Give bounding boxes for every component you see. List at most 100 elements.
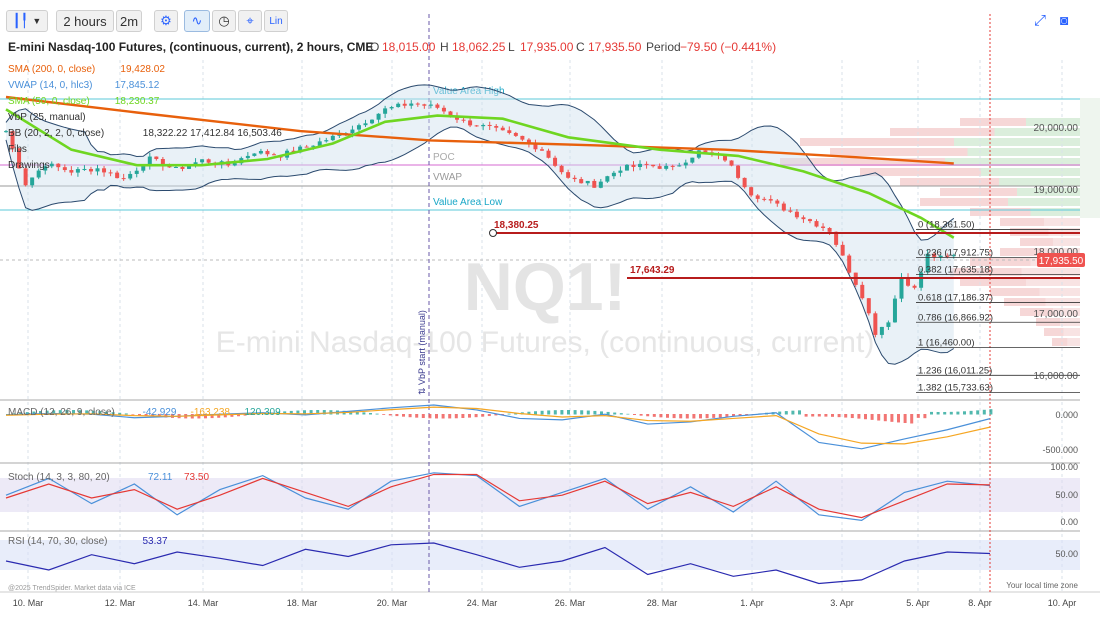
- stoch-panel: Stoch (14, 3, 3, 80, 20) 72.11 73.50 100.00…: [5, 462, 1078, 527]
- fib-label: 0.382 (17,635.18): [918, 265, 993, 276]
- candle-body: [108, 172, 113, 174]
- fullscreen-icon[interactable]: ⤢: [1034, 12, 1047, 29]
- chart-type-button[interactable]: ┃╿ ▼: [6, 10, 48, 32]
- macd-histogram-bar: [78, 410, 82, 415]
- macd-histogram-bar: [923, 414, 927, 419]
- wave-icon: ∿: [191, 13, 203, 28]
- candle-body: [43, 166, 48, 171]
- macd-histogram-bar: [626, 413, 630, 415]
- rsi-value: 53.37: [143, 536, 168, 547]
- candle-body: [624, 164, 629, 171]
- candle-body: [723, 155, 728, 161]
- vbp-bar-sell: [970, 258, 1031, 266]
- y-tick-label: 16,000.00: [1034, 371, 1079, 382]
- indicators-button[interactable]: ∿: [184, 10, 210, 32]
- vbp-bar-buy: [1067, 338, 1080, 346]
- candle-body: [383, 108, 388, 114]
- candle-body: [755, 195, 760, 199]
- vbp-bar-buy: [967, 148, 1080, 156]
- interval-select[interactable]: 2 hours: [56, 10, 114, 32]
- macd-histogram-bar: [692, 414, 696, 419]
- watermark-symbol: NQ1!: [464, 249, 626, 325]
- macd-series-line: [5, 406, 991, 445]
- candle-body: [566, 172, 571, 178]
- macd-histogram-bar: [395, 414, 399, 417]
- timezone-label: Your local time zone: [1006, 581, 1078, 590]
- candle-body: [95, 168, 100, 172]
- macd-histogram-bar: [487, 414, 491, 417]
- candle-body: [422, 104, 427, 106]
- x-tick-label: 3. Apr: [830, 598, 854, 608]
- scale-button[interactable]: Lin: [264, 10, 288, 32]
- candle-body: [670, 165, 675, 167]
- vbp-bar-sell: [950, 268, 1022, 276]
- macd-histogram-bar: [474, 414, 478, 418]
- candle-body: [533, 143, 538, 150]
- macd-histogram-bar: [72, 410, 75, 415]
- candle-body: [847, 255, 852, 273]
- macd-histogram-bar: [910, 414, 914, 424]
- legend-label: SMA (200, 0, close): [8, 64, 95, 75]
- candle-body: [919, 272, 924, 288]
- candle-body: [932, 253, 937, 258]
- legend-value: 18,230.37: [115, 96, 160, 107]
- fibonacci-levels: 0 (18,361.50) 0.236 (17,912.75) 0.382 (17,…: [916, 220, 1080, 394]
- h-label: H: [440, 40, 449, 54]
- candle-body: [866, 298, 871, 314]
- candle-body: [428, 104, 433, 106]
- macd-value: -163.238: [191, 407, 231, 418]
- macd-histogram-bar: [454, 414, 458, 419]
- candle-body: [82, 168, 87, 170]
- candle-body: [298, 146, 303, 153]
- macd-histogram-bar: [507, 413, 511, 415]
- macd-histogram-bar: [197, 414, 201, 419]
- vbp-bar-sell: [960, 278, 1026, 286]
- candle-body: [807, 219, 812, 222]
- candle-body: [167, 166, 172, 168]
- fib-label: 0.786 (16,866.92): [918, 312, 993, 323]
- macd-histogram-bar: [811, 414, 815, 417]
- macd-histogram-bar: [105, 411, 108, 415]
- settings-button[interactable]: ⚙: [154, 10, 178, 32]
- candle-body: [455, 115, 460, 120]
- macd-histogram-bar: [699, 414, 702, 419]
- macd-histogram-bar: [131, 414, 135, 415]
- vwap-label: VWAP: [433, 172, 462, 183]
- macd-histogram-bar: [679, 414, 683, 419]
- macd-histogram-bar: [646, 414, 650, 417]
- vbp-bar-buy: [1026, 118, 1080, 126]
- vbp-bar-sell: [890, 128, 995, 136]
- macd-histogram-bar: [666, 414, 669, 418]
- macd-histogram-bar: [936, 411, 940, 415]
- clock-button[interactable]: ◷: [212, 10, 236, 32]
- x-tick-label: 20. Mar: [377, 598, 408, 608]
- o-value: 18,015.00: [382, 40, 436, 54]
- candle-body: [481, 124, 486, 127]
- l-label: L: [508, 40, 515, 54]
- macd-value: 120.309: [245, 407, 282, 418]
- camera-icon[interactable]: ◙: [1060, 12, 1069, 28]
- macd-histogram-bar: [25, 412, 29, 415]
- interval-2m-button[interactable]: 2m: [116, 10, 142, 32]
- macd-histogram-bar: [633, 414, 636, 416]
- interval-2m-label: 2m: [119, 13, 139, 29]
- macd-histogram-bar: [652, 414, 656, 417]
- vbp-bar-buy: [981, 168, 1080, 176]
- macd-histogram-bar: [969, 410, 973, 415]
- period-label: Period: [646, 40, 681, 54]
- level-18380-anchor[interactable]: [489, 229, 497, 237]
- macd-histogram-bar: [613, 412, 617, 415]
- y-tick-label: 18,000.00: [1034, 247, 1079, 258]
- fib-label: 0.236 (17,912.75): [918, 247, 993, 258]
- macd-histogram-bar: [732, 414, 735, 417]
- vbp-bar-sell: [800, 138, 954, 146]
- time-axis: 10. Mar 12. Mar 14. Mar 18. Mar 20. Mar 24. M…: [13, 598, 1077, 608]
- crosshair-button[interactable]: ⌖: [238, 10, 262, 32]
- macd-histogram-bar: [91, 410, 95, 415]
- legend-label: VWAP (14, 0, hlc3): [8, 80, 92, 91]
- candle-body: [330, 135, 335, 141]
- bb-lower: [5, 126, 955, 365]
- macd-histogram-bar: [448, 414, 452, 419]
- macd-histogram-bar: [468, 414, 471, 418]
